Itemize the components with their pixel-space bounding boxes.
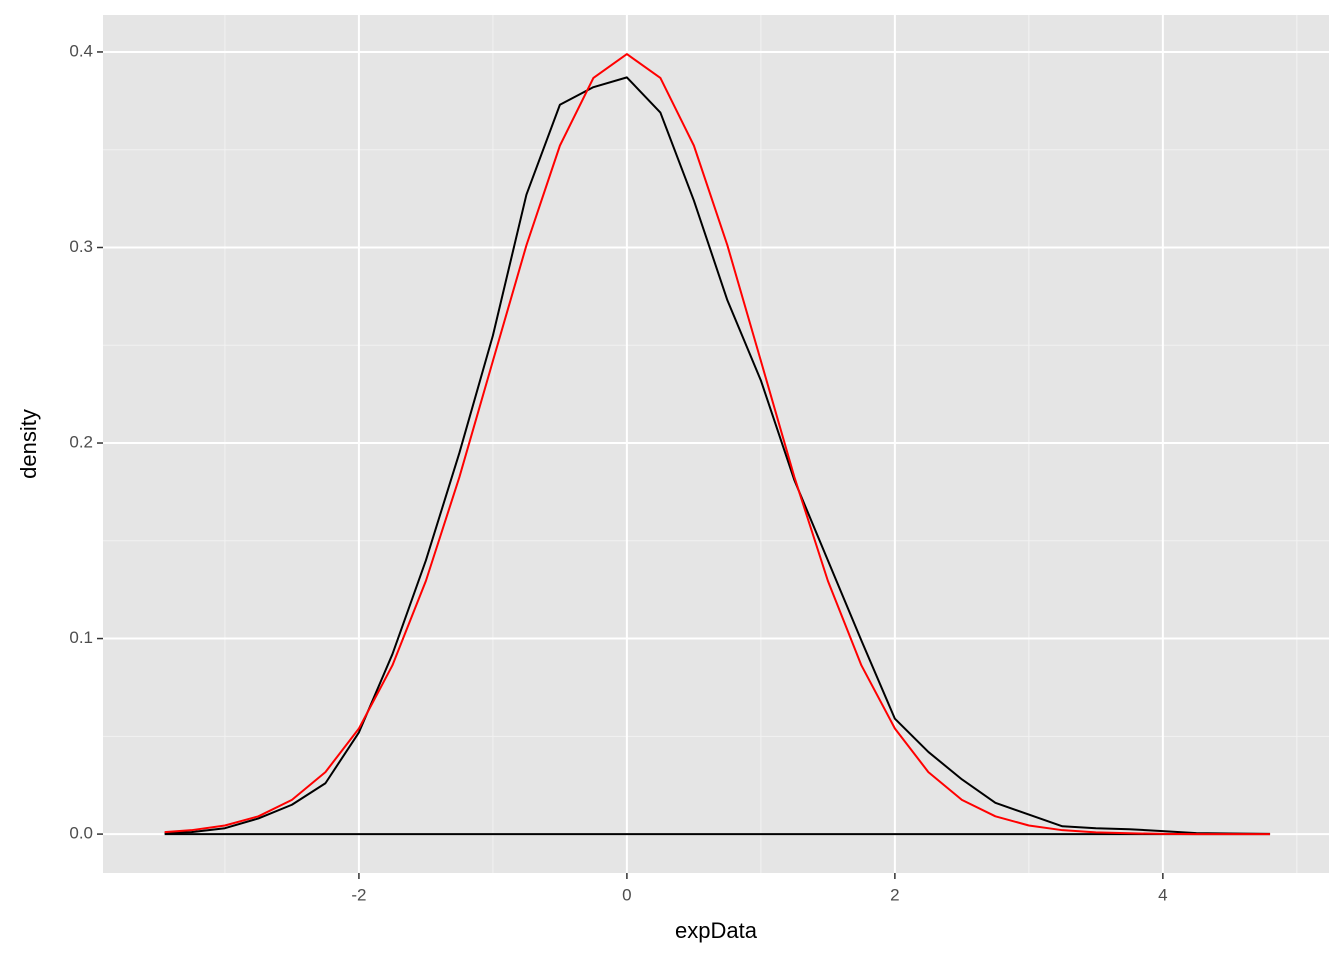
x-tick-label: 2 [890,885,899,904]
y-tick-label: 0.4 [69,41,93,60]
x-axis-title: expData [675,918,758,943]
density-line [164,53,1271,836]
y-axis-title: density [16,409,41,479]
y-tick-label: 0.2 [69,433,93,452]
x-tick-label: -2 [351,885,366,904]
y-tick-label: 0.0 [69,824,93,843]
density-line [164,76,1271,835]
y-tick-label: 0.1 [69,628,93,647]
x-tick-label: 4 [1158,885,1167,904]
y-tick-label: 0.3 [69,237,93,256]
x-tick-label: 0 [622,885,631,904]
